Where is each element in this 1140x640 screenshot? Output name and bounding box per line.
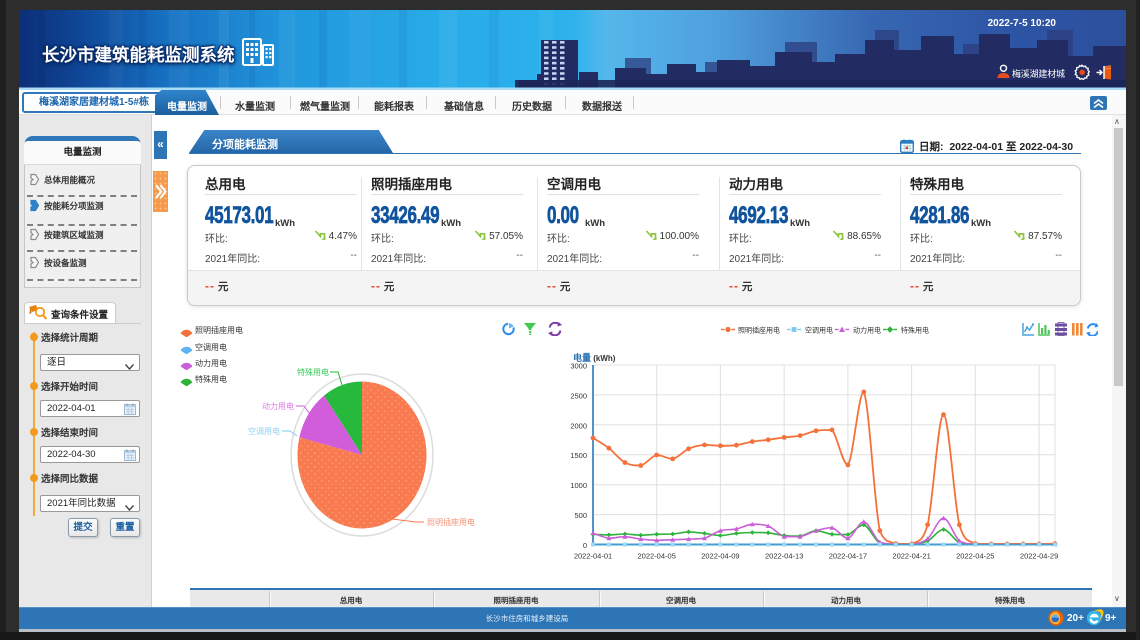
svg-text:空调用电: 空调用电 xyxy=(805,326,833,335)
svg-text:特殊用电: 特殊用电 xyxy=(901,326,929,335)
svg-text:2022-04-01: 2022-04-01 xyxy=(574,552,612,561)
svg-text:2500: 2500 xyxy=(570,391,587,400)
svg-text:2000: 2000 xyxy=(570,421,587,430)
svg-text:动力用电: 动力用电 xyxy=(853,326,881,335)
svg-text:2022-04-29: 2022-04-29 xyxy=(1020,552,1058,561)
svg-text:3000: 3000 xyxy=(570,362,587,371)
svg-text:照明插座用电: 照明插座用电 xyxy=(427,517,475,527)
svg-text:1500: 1500 xyxy=(570,451,587,460)
svg-text:2022-04-13: 2022-04-13 xyxy=(765,552,803,561)
svg-text:特殊用电: 特殊用电 xyxy=(297,367,329,377)
svg-text:照明插座用电: 照明插座用电 xyxy=(738,326,780,335)
svg-text:动力用电: 动力用电 xyxy=(262,401,294,411)
svg-text:0: 0 xyxy=(583,541,587,550)
svg-text:2022-04-17: 2022-04-17 xyxy=(829,552,867,561)
svg-text:2022-04-05: 2022-04-05 xyxy=(638,552,676,561)
svg-text:2022-04-21: 2022-04-21 xyxy=(892,552,930,561)
svg-text:2022-04-25: 2022-04-25 xyxy=(956,552,994,561)
svg-text:空调用电: 空调用电 xyxy=(248,426,280,436)
svg-text:1000: 1000 xyxy=(570,481,587,490)
svg-text:500: 500 xyxy=(574,511,587,520)
svg-text:2022-04-09: 2022-04-09 xyxy=(701,552,739,561)
